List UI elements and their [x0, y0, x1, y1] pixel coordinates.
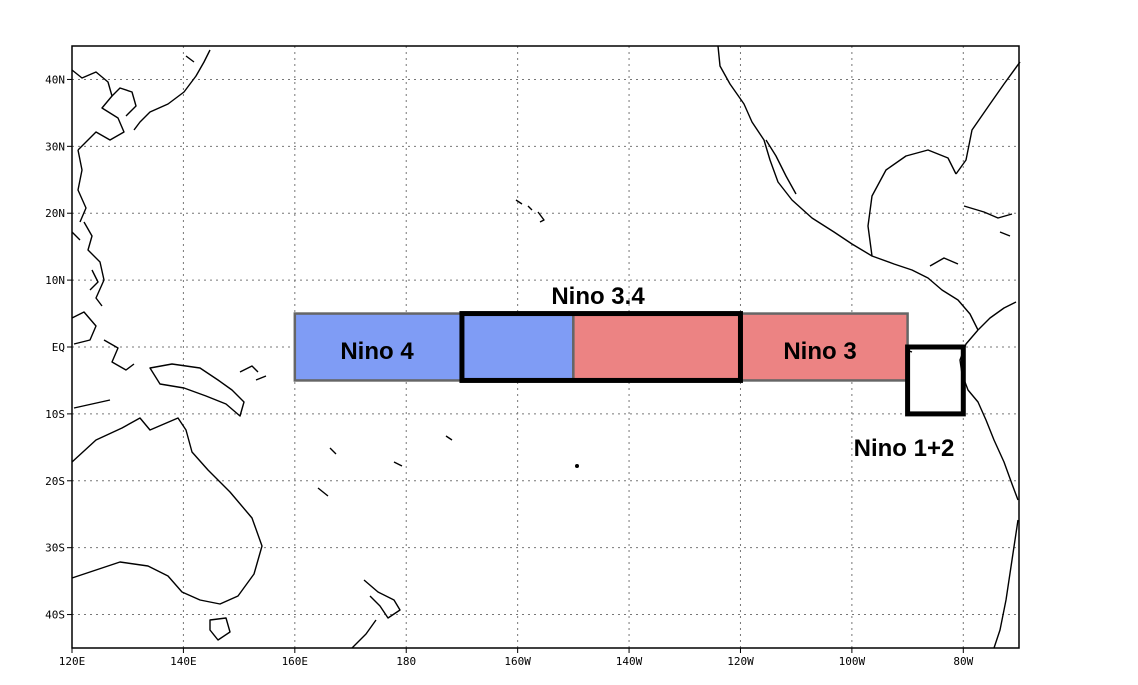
coastline-gulf-mexico [867, 149, 959, 267]
coastline-tasmania [209, 617, 231, 641]
region-label-nino12: Nino 1+2 [854, 435, 955, 462]
tick-label-lon: 160E [282, 655, 309, 668]
tick-label-lat: 40N [45, 73, 65, 86]
coastline-caribbean [963, 205, 1013, 237]
coastline-bismarck [239, 365, 267, 381]
coastline-baja [765, 139, 797, 195]
region-label-nino3: Nino 3 [783, 338, 856, 365]
coastline-hawaii [515, 199, 545, 223]
tick-label-lon: 80W [953, 655, 973, 668]
coastline-florida-east [955, 61, 1021, 175]
axis-ticks: 120E 140E 160E 180 160W 140W 120W 100W 80W 40N 30N… [45, 73, 973, 668]
coastline-new-guinea [149, 363, 245, 417]
coastline-east-asia [71, 69, 125, 151]
coastline-south-america [959, 329, 1019, 649]
coastline-north-america [717, 45, 979, 331]
tick-label-lon: 100W [839, 655, 866, 668]
nino-region-outlines [459, 311, 966, 417]
coastline-south-america-north [977, 301, 1017, 331]
region-labels: Nino 4 Nino 3 Nino 3.4 Nino 1+2 [340, 283, 954, 462]
coastline-indonesia [73, 339, 135, 409]
tick-label-lon: 140W [616, 655, 643, 668]
coastlines [71, 45, 1021, 649]
tick-label-lon: 120W [727, 655, 754, 668]
tick-label-lon: 180 [396, 655, 416, 668]
coastline-japan [133, 49, 211, 131]
tick-label-lon: 140E [170, 655, 197, 668]
tick-label-lat: 30N [45, 140, 65, 153]
tick-label-lat: 20S [45, 475, 65, 488]
coastline-borneo [71, 311, 97, 345]
map-frame [71, 45, 1020, 649]
nino-region-nino-3-4-outline [459, 311, 743, 383]
tick-label-lat: 30S [45, 542, 65, 555]
coastline-new-zealand [351, 579, 401, 649]
nino-region-nino-1-2-outline [905, 344, 966, 417]
island-marker [575, 464, 579, 468]
tick-label-lon: 160W [504, 655, 531, 668]
tick-label-lat: 10S [45, 408, 65, 421]
tick-label-lat: 40S [45, 609, 65, 622]
coastline-australia [71, 417, 263, 605]
coastline-china-south [71, 149, 87, 241]
tick-label-lat: 20N [45, 207, 65, 220]
region-label-nino4: Nino 4 [340, 338, 414, 365]
tick-label-lat: EQ [52, 341, 65, 354]
region-label-nino34: Nino 3.4 [551, 283, 645, 310]
coastline-fiji [317, 435, 453, 497]
tick-label-lon: 120E [59, 655, 86, 668]
coastline-korea [111, 87, 137, 117]
nino-region-nino-4-box [293, 312, 575, 382]
tick-label-lat: 10N [45, 274, 65, 287]
coastline-philippines [83, 221, 105, 307]
